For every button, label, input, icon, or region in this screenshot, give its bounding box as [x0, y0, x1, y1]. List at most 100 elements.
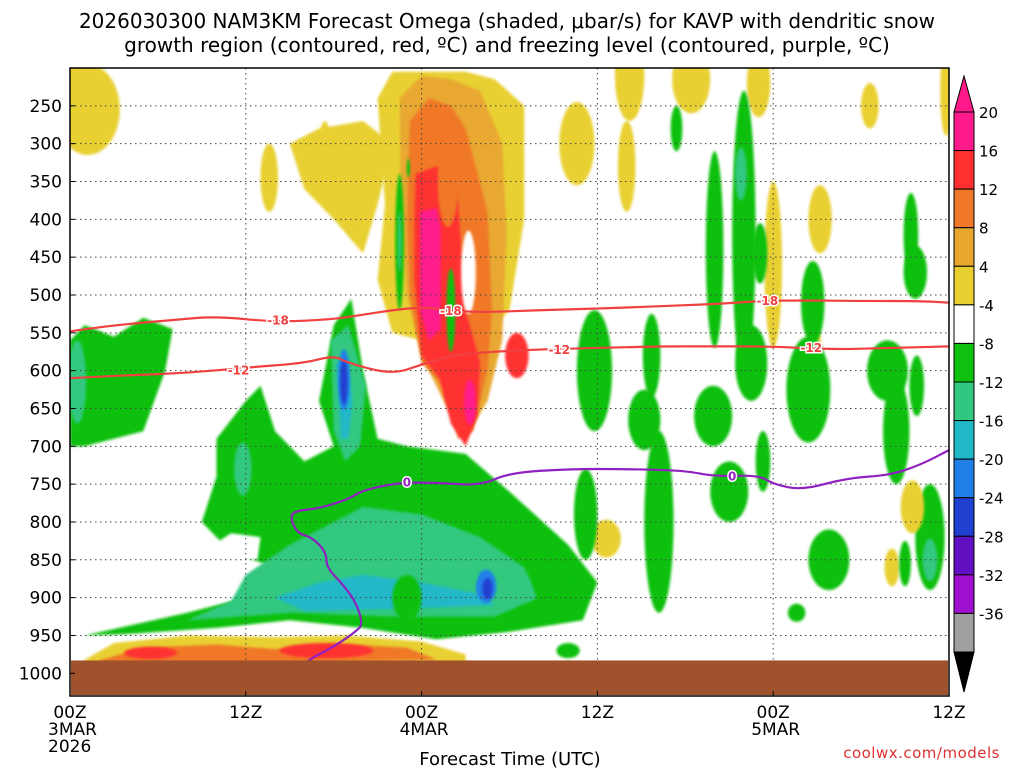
colorbar-label: -4	[979, 297, 994, 315]
omega-shade-red	[505, 332, 529, 379]
y-tick-label: 650	[30, 399, 62, 419]
colorbar-label: 20	[979, 104, 998, 122]
credit-text: coolwx.com/models	[843, 744, 1000, 762]
contour-line	[70, 345, 949, 380]
omega-shade-yellow	[672, 68, 711, 114]
x-tick-label: 12Z	[581, 703, 614, 723]
omega-shade-green	[642, 313, 661, 398]
colorbar-box	[953, 497, 975, 537]
omega-shade-green	[755, 431, 771, 492]
y-tick-label: 600	[30, 362, 62, 382]
x-tick-date-label: 3MAR	[48, 720, 97, 740]
omega-shade-teal	[452, 544, 479, 591]
omega-shade-dkblue	[340, 359, 348, 405]
omega-shade-green	[392, 574, 422, 621]
contour-label: 0	[403, 476, 411, 490]
omega-shade-green	[899, 540, 911, 587]
colorbar-label: -16	[979, 413, 1004, 431]
colorbar-box	[953, 574, 975, 614]
colorbar-box	[953, 111, 975, 152]
y-tick-label: 900	[30, 589, 62, 609]
y-tick-label: 550	[30, 324, 62, 344]
omega-shade-green	[70, 317, 173, 447]
colorbar-over-arrow	[953, 74, 975, 113]
omega-shade-green	[556, 643, 580, 659]
omega-shade-dkblue	[482, 577, 493, 600]
y-tick-label: 850	[30, 551, 62, 571]
omega-shade-green	[644, 431, 674, 613]
contour-label: -18	[267, 314, 289, 328]
colorbar-label: -32	[979, 567, 1004, 585]
colorbar-box	[953, 304, 975, 344]
omega-shade-green	[670, 105, 683, 152]
omega-shade-teal	[735, 147, 747, 201]
omega-shade-teal	[922, 538, 938, 581]
omega-shade-teal	[397, 211, 402, 273]
omega-shade-teal	[70, 340, 87, 424]
colorbar-box	[953, 342, 975, 383]
omega-shade-yellow	[900, 480, 925, 534]
terrain-fill	[71, 660, 948, 695]
contour-label: -18	[440, 304, 462, 318]
colorbar-under-arrow	[953, 651, 975, 693]
omega-shade-green	[705, 151, 724, 348]
colorbar-label: 16	[979, 143, 998, 161]
colorbar-box	[953, 265, 975, 306]
omega-shade-yellow	[764, 181, 782, 348]
omega-shade-green	[573, 469, 598, 560]
omega-shade-white-gap	[461, 230, 476, 314]
contour-label: -18	[756, 294, 778, 308]
omega-shade-green	[801, 260, 825, 345]
chart-title-line2: growth region (contoured, red, ºC) and f…	[124, 33, 890, 57]
omega-shade-green	[628, 389, 661, 451]
colorbar-label: 4	[979, 258, 989, 276]
y-tick-label: 400	[30, 210, 62, 230]
omega-shade-green	[786, 336, 831, 443]
omega-shade-yellow	[591, 519, 621, 558]
temperature-contours: -18 -18 -18 -12 -12 -12 0 0	[70, 293, 949, 682]
colorbar-label: 12	[979, 181, 998, 199]
contour-label: -12	[548, 343, 570, 357]
contour-label: -12	[800, 341, 822, 355]
omega-shade-green	[909, 355, 925, 417]
omega-shade-magenta	[420, 208, 441, 341]
y-tick-label: 700	[30, 437, 62, 457]
y-tick-label: 1000	[19, 664, 62, 684]
omega-shade-green	[752, 223, 768, 284]
y-tick-label: 750	[30, 475, 62, 495]
omega-shade-orange	[437, 136, 459, 227]
omega-shade-red	[124, 646, 177, 659]
omega-shade-white-gap	[201, 533, 261, 560]
omega-shade-yellow	[260, 143, 279, 212]
colorbar-box	[953, 535, 975, 576]
omega-shade-cyan	[275, 574, 495, 612]
x-tick-label: 12Z	[932, 703, 965, 723]
omega-shade-yellow	[861, 83, 879, 129]
colorbar-box	[953, 420, 975, 460]
omega-shaded-field	[70, 68, 949, 666]
omega-shade-green	[532, 548, 569, 609]
colorbar-box	[953, 227, 975, 267]
colorbar-label: -12	[979, 374, 1004, 392]
omega-shade-yellow	[884, 548, 900, 587]
y-axis-ticks: 250 300 350 400 450 500 550 600 650 700 750 800 850 9…	[19, 97, 75, 684]
omega-shade-green	[808, 529, 850, 591]
y-tick-label: 300	[30, 135, 62, 155]
contour-label: 0	[728, 470, 736, 484]
colorbar-box	[953, 381, 975, 422]
terrain-layer	[71, 660, 948, 695]
colorbar-label: -36	[979, 605, 1004, 623]
colorbar-label: -8	[979, 335, 994, 353]
colorbar-box	[953, 612, 975, 653]
omega-shade-green	[883, 378, 910, 485]
x-tick-label: 00Z	[53, 703, 86, 723]
x-tick-date-label: 2026	[48, 737, 91, 757]
colorbar-box	[953, 150, 975, 190]
y-tick-label: 450	[30, 248, 62, 268]
x-tick-date-label: 4MAR	[400, 720, 449, 740]
omega-shade-magenta	[464, 379, 476, 426]
omega-shade-teal	[234, 442, 252, 496]
colorbar-box	[953, 188, 975, 229]
